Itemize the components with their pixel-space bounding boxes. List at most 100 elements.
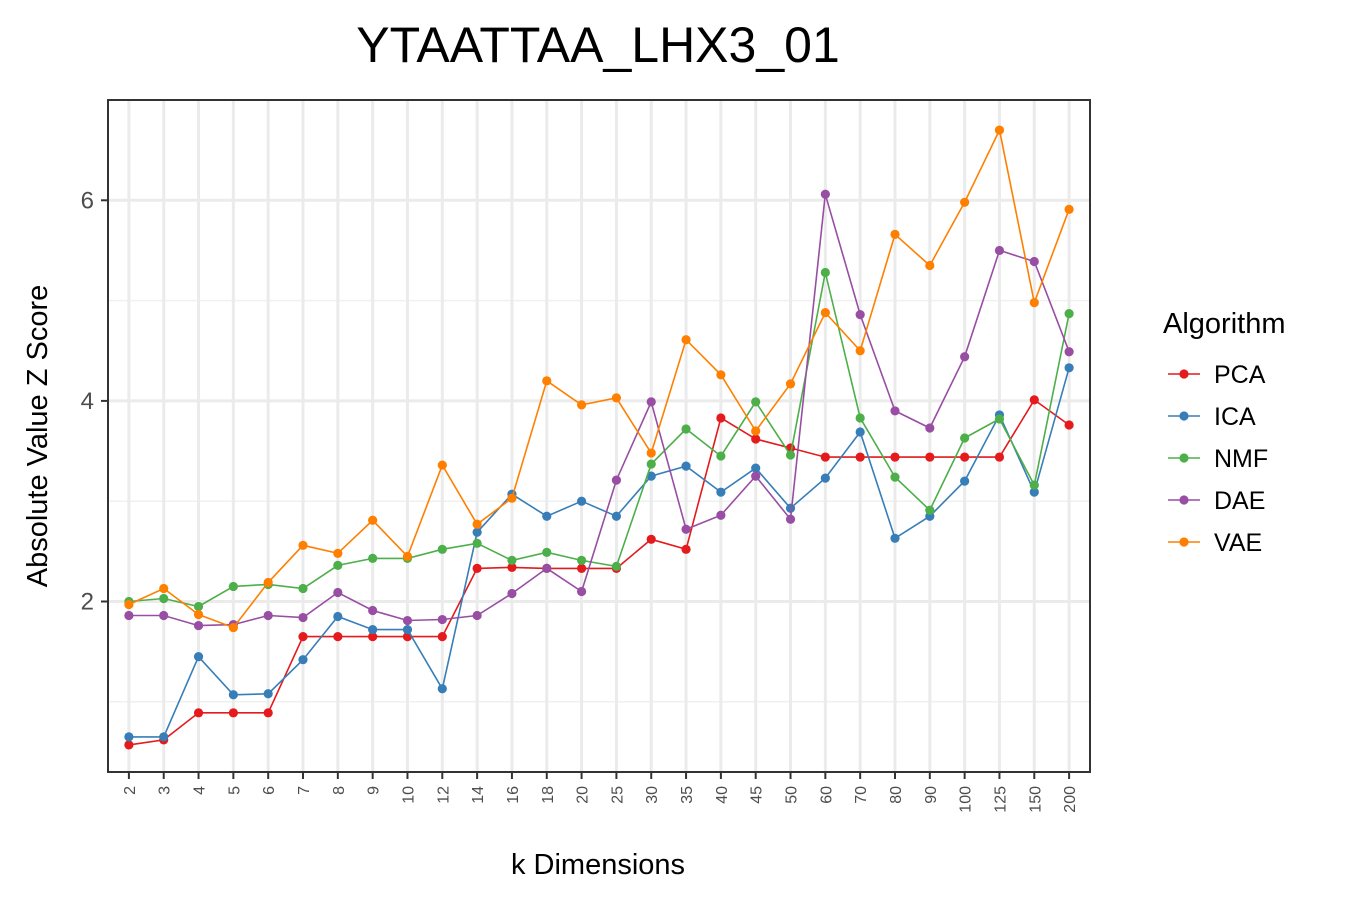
y-axis: 2 4 6 bbox=[81, 187, 108, 615]
data-point-nmf bbox=[994, 414, 1005, 424]
series-line-nmf bbox=[128, 272, 1070, 608]
series-dae bbox=[124, 189, 1074, 631]
y-tick-label: 4 bbox=[81, 388, 94, 415]
data-point-nmf bbox=[298, 583, 308, 594]
x-axis: 2 3 4 5 6 7 8 9 10 12 14 16 18 20 25 30 35 40 45 50 60 70 80 90… bbox=[122, 772, 1079, 813]
data-point-ica bbox=[890, 533, 900, 543]
data-point-dae bbox=[994, 245, 1005, 256]
data-point-pca bbox=[925, 452, 935, 462]
data-point-ica bbox=[646, 471, 656, 481]
data-point-nmf bbox=[542, 547, 552, 557]
data-point-dae bbox=[1064, 347, 1074, 357]
data-point-dae bbox=[193, 620, 204, 631]
data-point-ica bbox=[193, 652, 204, 662]
data-point-nmf bbox=[960, 433, 970, 443]
gridlines bbox=[108, 100, 1090, 772]
legend-label: DAE bbox=[1214, 487, 1265, 515]
data-point-ica bbox=[402, 624, 413, 635]
data-point-nmf bbox=[159, 593, 169, 604]
data-point-nmf bbox=[228, 581, 238, 592]
data-point-pca bbox=[472, 563, 482, 573]
data-point-dae bbox=[681, 524, 691, 534]
x-tick-label: 2 bbox=[122, 786, 139, 795]
data-point-pca bbox=[1064, 420, 1074, 430]
x-axis-title: k Dimensions bbox=[511, 849, 685, 881]
data-point-nmf bbox=[646, 459, 656, 469]
data-point-pca bbox=[228, 708, 238, 718]
series-pca bbox=[124, 395, 1074, 750]
data-point-vae bbox=[890, 229, 900, 239]
data-point-pca bbox=[855, 452, 865, 462]
legend-item-nmf: NMF bbox=[1168, 445, 1268, 473]
data-point-vae bbox=[646, 448, 656, 458]
data-point-ica bbox=[855, 427, 865, 437]
legend-title: Algorithm bbox=[1163, 308, 1286, 340]
data-point-dae bbox=[611, 475, 622, 485]
x-tick-label: 16 bbox=[505, 786, 522, 804]
data-point-dae bbox=[368, 605, 378, 616]
x-tick-label: 40 bbox=[714, 786, 731, 804]
legend-label: PCA bbox=[1214, 361, 1266, 389]
data-point-dae bbox=[890, 406, 900, 416]
data-point-nmf bbox=[890, 472, 900, 482]
data-point-vae bbox=[785, 379, 796, 389]
data-point-vae bbox=[820, 308, 830, 318]
y-axis-title: Absolute Value Z Score bbox=[22, 285, 54, 588]
data-point-vae bbox=[472, 519, 482, 529]
data-point-nmf bbox=[472, 538, 482, 548]
legend-key-point bbox=[1179, 495, 1189, 505]
data-point-vae bbox=[333, 548, 343, 558]
data-point-vae bbox=[124, 599, 134, 610]
legend-label: NMF bbox=[1214, 445, 1268, 473]
data-point-vae bbox=[402, 551, 413, 561]
data-point-pca bbox=[1029, 395, 1039, 405]
y-tick-label: 6 bbox=[81, 187, 94, 214]
x-tick-label: 9 bbox=[366, 786, 383, 795]
data-point-ica bbox=[159, 732, 169, 742]
x-tick-label: 25 bbox=[609, 786, 626, 804]
data-point-dae bbox=[751, 471, 761, 481]
legend: Algorithm PCA ICA NMF DAE VAE bbox=[1163, 308, 1286, 557]
data-point-vae bbox=[576, 400, 587, 410]
data-point-vae bbox=[193, 609, 204, 620]
data-point-vae bbox=[611, 393, 622, 403]
data-point-vae bbox=[159, 583, 169, 594]
data-point-vae bbox=[751, 426, 761, 436]
data-point-vae bbox=[681, 335, 691, 345]
data-point-ica bbox=[437, 684, 447, 694]
x-tick-label: 30 bbox=[644, 786, 661, 804]
data-point-nmf bbox=[507, 555, 517, 565]
series-line-vae bbox=[128, 127, 1070, 629]
data-point-vae bbox=[228, 622, 238, 633]
data-point-ica bbox=[333, 611, 343, 622]
data-point-vae bbox=[855, 346, 865, 356]
x-tick-label: 125 bbox=[993, 786, 1010, 813]
data-point-ica bbox=[228, 690, 238, 700]
data-point-vae bbox=[437, 460, 447, 470]
x-tick-label: 18 bbox=[540, 786, 557, 804]
data-point-pca bbox=[298, 631, 308, 642]
data-point-ica bbox=[820, 473, 830, 483]
data-point-nmf bbox=[368, 553, 378, 563]
data-point-vae bbox=[716, 370, 726, 380]
data-point-nmf bbox=[611, 561, 622, 571]
plot-area bbox=[108, 100, 1090, 772]
data-point-vae bbox=[298, 540, 308, 550]
data-point-dae bbox=[855, 310, 865, 320]
data-point-nmf bbox=[785, 450, 796, 460]
data-point-ica bbox=[263, 689, 273, 699]
y-tick-label: 2 bbox=[81, 588, 94, 615]
data-point-dae bbox=[960, 352, 970, 362]
data-point-ica bbox=[1029, 487, 1039, 497]
x-tick-label: 150 bbox=[1027, 786, 1044, 813]
data-point-vae bbox=[925, 260, 935, 271]
x-tick-label: 3 bbox=[157, 786, 174, 795]
data-point-nmf bbox=[437, 544, 447, 554]
legend-item-pca: PCA bbox=[1168, 361, 1266, 389]
x-tick-label: 45 bbox=[749, 786, 766, 804]
x-tick-label: 6 bbox=[261, 786, 278, 795]
legend-item-dae: DAE bbox=[1168, 487, 1265, 515]
data-point-nmf bbox=[855, 413, 865, 423]
data-point-dae bbox=[820, 189, 830, 199]
data-point-ica bbox=[716, 487, 726, 497]
